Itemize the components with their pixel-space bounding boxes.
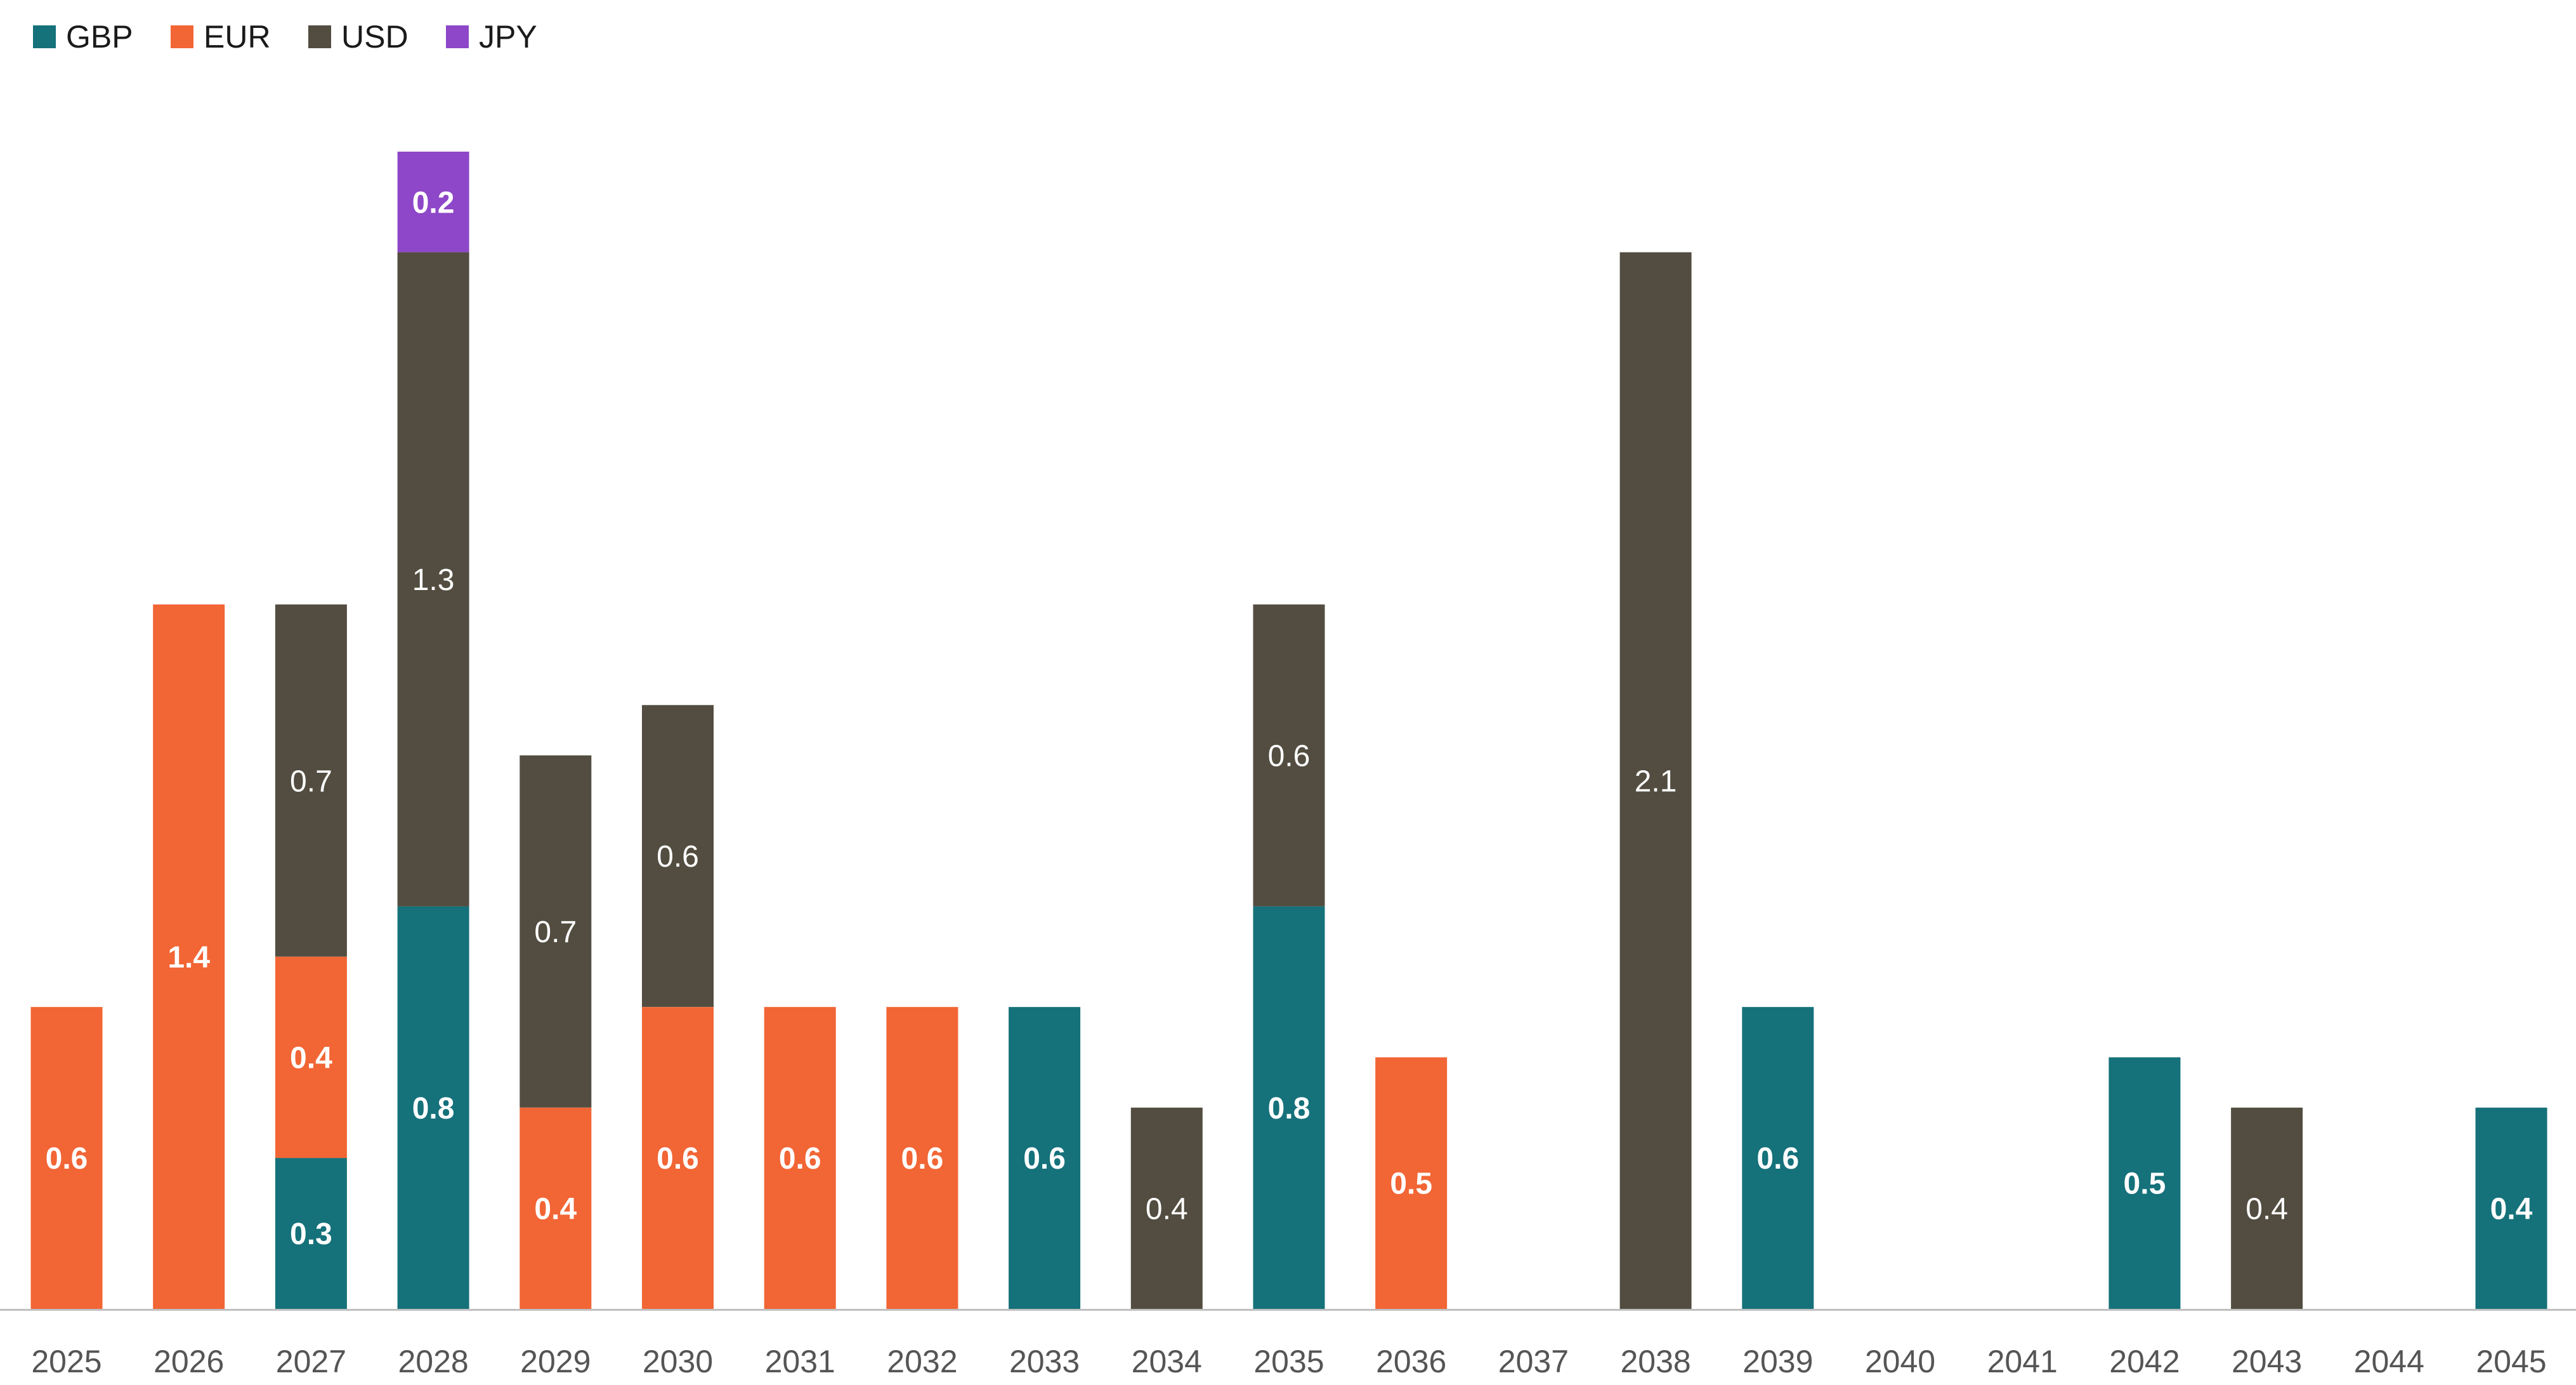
bar-gbp-2042 xyxy=(2109,1057,2181,1309)
x-tick-label-2030: 2030 xyxy=(643,1344,713,1379)
data-label-gbp-2035: 0.8 xyxy=(1268,1092,1311,1126)
x-tick-label-2044: 2044 xyxy=(2354,1344,2424,1379)
data-label-usd-2030: 0.6 xyxy=(657,840,699,874)
x-tick-label-2036: 2036 xyxy=(1376,1344,1446,1379)
x-tick-label-2039: 2039 xyxy=(1742,1344,1813,1379)
x-tick-label-2043: 2043 xyxy=(2232,1344,2302,1379)
data-label-gbp-2042: 0.5 xyxy=(2124,1167,2166,1201)
data-label-gbp-2027: 0.3 xyxy=(290,1218,332,1251)
x-tick-label-2033: 2033 xyxy=(1009,1344,1080,1379)
data-label-eur-2031: 0.6 xyxy=(779,1142,821,1176)
x-tick-label-2028: 2028 xyxy=(398,1344,468,1379)
legend-label-usd: USD xyxy=(341,19,409,55)
bar-usd-2028 xyxy=(397,252,469,907)
data-label-usd-2034: 0.4 xyxy=(1146,1192,1188,1226)
x-tick-label-2032: 2032 xyxy=(887,1344,957,1379)
data-label-usd-2035: 0.6 xyxy=(1268,740,1311,773)
legend-item-gbp: GBP xyxy=(33,19,133,55)
legend-label-eur: EUR xyxy=(204,19,271,55)
legend-item-usd: USD xyxy=(308,19,409,55)
bar-gbp-2039 xyxy=(1742,1007,1814,1309)
legend-swatch-eur xyxy=(171,25,193,48)
data-label-usd-2043: 0.4 xyxy=(2246,1192,2288,1226)
bar-usd-2043 xyxy=(2231,1107,2303,1309)
data-label-eur-2036: 0.5 xyxy=(1390,1167,1432,1201)
x-tick-label-2031: 2031 xyxy=(765,1344,835,1379)
data-label-gbp-2039: 0.6 xyxy=(1756,1142,1799,1176)
legend-label-jpy: JPY xyxy=(479,19,537,55)
bar-jpy-2028 xyxy=(397,152,469,253)
bar-gbp-2045 xyxy=(2475,1107,2547,1309)
bar-eur-2027 xyxy=(275,956,347,1159)
x-tick-label-2041: 2041 xyxy=(1987,1344,2058,1379)
bar-gbp-2035 xyxy=(1253,906,1325,1309)
bar-eur-2030 xyxy=(642,1007,714,1309)
data-label-gbp-2028: 0.8 xyxy=(412,1092,455,1126)
legend-swatch-jpy xyxy=(446,25,469,48)
x-tick-label-2026: 2026 xyxy=(154,1344,224,1379)
legend-swatch-usd xyxy=(308,25,331,48)
x-tick-labels: 2025 2026 2027 2028 2029 2030 2031 2032 2033 2034… xyxy=(31,1344,2546,1379)
bar-usd-2029 xyxy=(520,755,592,1108)
bar-eur-2029 xyxy=(520,1107,592,1309)
x-tick-label-2034: 2034 xyxy=(1132,1344,1202,1379)
bar-usd-2035 xyxy=(1253,604,1325,907)
legend-label-gbp: GBP xyxy=(66,19,133,55)
x-tick-label-2037: 2037 xyxy=(1498,1344,1569,1379)
bar-eur-2032 xyxy=(886,1007,958,1309)
x-tick-label-2029: 2029 xyxy=(520,1344,591,1379)
bar-gbp-2028 xyxy=(397,906,469,1309)
bar-gbp-2033 xyxy=(1009,1007,1081,1309)
data-label-jpy-2028: 0.2 xyxy=(412,186,455,220)
data-label-eur-2027: 0.4 xyxy=(290,1042,332,1075)
x-tick-label-2027: 2027 xyxy=(276,1344,346,1379)
data-label-gbp-2033: 0.6 xyxy=(1023,1142,1066,1176)
bar-usd-2038 xyxy=(1619,252,1692,1310)
bar-usd-2034 xyxy=(1130,1107,1203,1309)
bar-eur-2031 xyxy=(764,1007,836,1309)
data-label-usd-2028: 1.3 xyxy=(412,563,455,597)
bar-eur-2026 xyxy=(153,604,225,1310)
data-label-gbp-2045: 0.4 xyxy=(2490,1192,2533,1226)
x-tick-label-2035: 2035 xyxy=(1253,1344,1324,1379)
legend-item-eur: EUR xyxy=(171,19,271,55)
data-label-eur-2032: 0.6 xyxy=(901,1142,944,1176)
x-tick-label-2025: 2025 xyxy=(31,1344,101,1379)
data-label-eur-2029: 0.4 xyxy=(534,1192,577,1226)
legend-item-jpy: JPY xyxy=(446,19,537,55)
data-label-eur-2026: 1.4 xyxy=(167,941,210,975)
bar-usd-2030 xyxy=(642,705,714,1008)
data-label-usd-2027: 0.7 xyxy=(290,765,332,798)
x-tick-label-2038: 2038 xyxy=(1620,1344,1690,1379)
x-tick-label-2045: 2045 xyxy=(2476,1344,2546,1379)
x-tick-label-2042: 2042 xyxy=(2109,1344,2180,1379)
data-labels-layer: 0.6 1.4 0.3 0.4 0.7 0.8 1.3 0.2 0.4 0.7 0.6 0.6 0.6 0… xyxy=(46,186,2533,1251)
bars-layer xyxy=(30,152,2547,1310)
bar-usd-2027 xyxy=(275,604,347,957)
bar-eur-2036 xyxy=(1375,1057,1448,1309)
x-tick-label-2040: 2040 xyxy=(1865,1344,1935,1379)
data-label-eur-2025: 0.6 xyxy=(46,1142,88,1176)
legend-swatch-gbp xyxy=(33,25,56,48)
legend: GBP EUR USD JPY xyxy=(33,19,537,55)
data-label-usd-2029: 0.7 xyxy=(534,916,577,949)
data-label-usd-2038: 2.1 xyxy=(1635,765,1677,798)
bar-eur-2025 xyxy=(30,1007,103,1309)
bar-gbp-2027 xyxy=(275,1158,347,1309)
data-label-eur-2030: 0.6 xyxy=(657,1142,699,1176)
